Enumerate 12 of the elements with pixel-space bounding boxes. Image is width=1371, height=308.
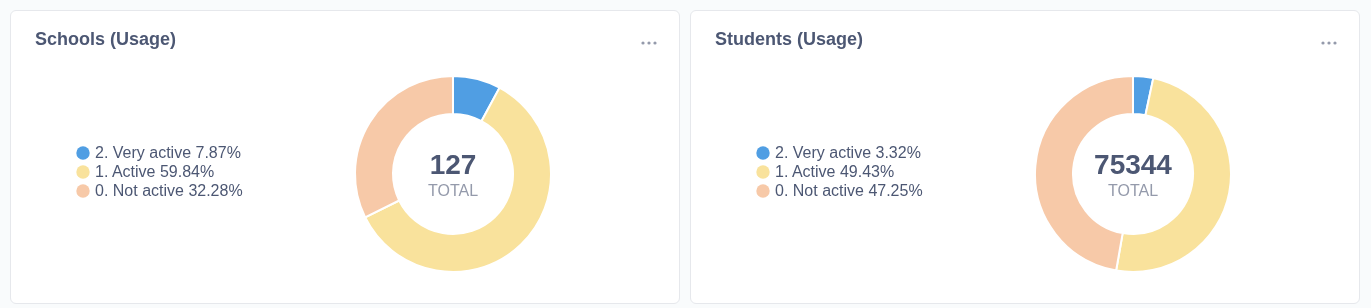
- legend-label: 2. Very active 3.32%: [775, 144, 921, 161]
- legend-label: 0. Not active 47.25%: [775, 182, 923, 199]
- text: 127: [429, 149, 477, 180]
- chart-title: Schools (Usage): [35, 29, 177, 49]
- legend-label: 1. Active 59.84%: [95, 163, 215, 180]
- legend-label: 2. Very active 7.87%: [95, 144, 241, 161]
- text: TOTAL: [427, 182, 479, 199]
- legend-label: 1. Active 49.43%: [775, 163, 895, 180]
- text: TOTAL: [1107, 182, 1159, 199]
- text: 75344: [1094, 149, 1173, 180]
- chart-title: Students (Usage): [715, 29, 864, 49]
- legend-label: 0. Not active 32.28%: [95, 182, 243, 199]
